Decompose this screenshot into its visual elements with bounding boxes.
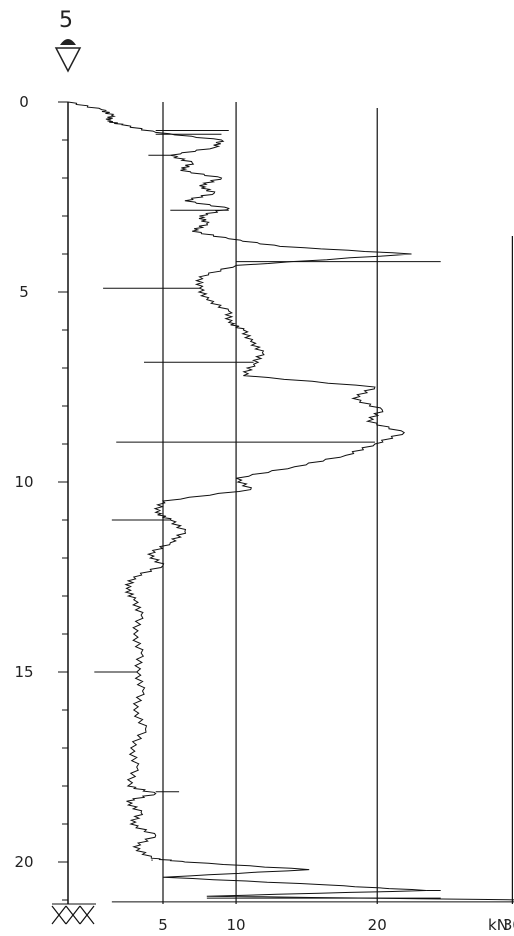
y-tick-label: 10 [14,473,33,491]
termination-cross-icon [51,905,95,925]
y-tick-label: 15 [14,663,33,681]
y-tick-label: 5 [19,283,29,301]
force-axis-labels: 5 10 20 30 [158,916,514,934]
chart-title: 5 [59,8,73,33]
y-tick-label: 0 [19,93,29,111]
force-series-line [67,101,514,901]
x-tick-label: 10 [227,916,246,934]
force-gridlines [162,102,513,904]
x-tick-label: 20 [368,916,387,934]
depth-axis-labels: 0 5 10 15 20 [14,93,33,871]
hammer-marker-icon [54,39,82,73]
y-tick-label: 20 [14,853,33,871]
x-axis-unit: kN [488,916,508,934]
x-tick-label: 30 [503,916,514,934]
depth-ticks [58,101,68,901]
spike-marks [94,130,514,903]
x-tick-label: 5 [158,916,168,934]
